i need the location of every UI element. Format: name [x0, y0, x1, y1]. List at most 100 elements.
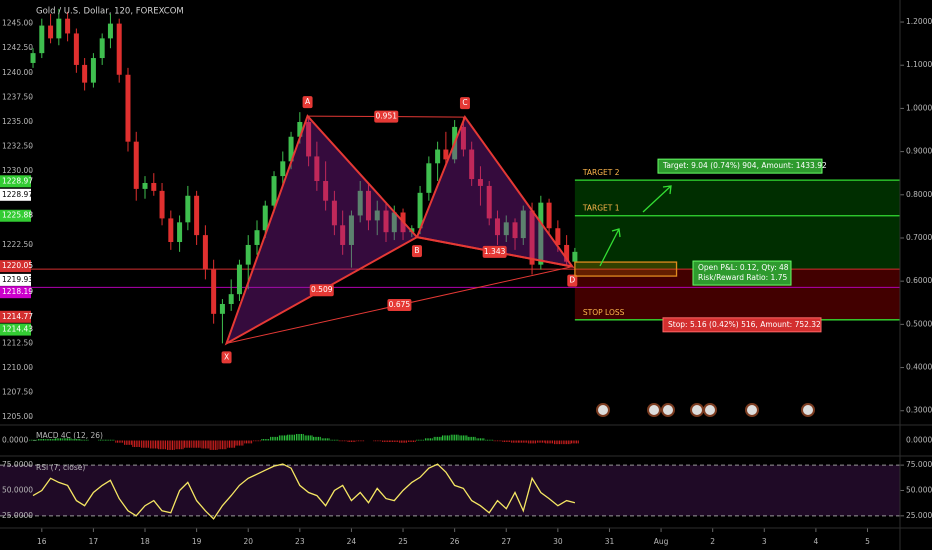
candle	[151, 173, 157, 196]
x-tick-label: 5	[865, 537, 870, 546]
candle	[486, 181, 492, 226]
rsi-band	[0, 465, 900, 516]
x-tick-label: 20	[243, 537, 253, 546]
price-badge	[0, 310, 31, 323]
y-tick-label: 1240.00	[2, 68, 33, 77]
rsi-line	[32, 463, 576, 520]
candle-body	[159, 190, 165, 219]
ratio-label-bg	[309, 284, 334, 297]
candle-body	[443, 149, 449, 160]
candle-body	[469, 149, 475, 180]
candle	[82, 58, 88, 91]
ratio-label: 1.343	[484, 247, 506, 256]
candle-body	[426, 163, 432, 193]
candle-body	[331, 200, 337, 226]
point-label-bg	[302, 96, 313, 109]
y-tick-label: 1235.00	[2, 117, 33, 126]
event-icon	[647, 403, 661, 417]
candle	[125, 67, 131, 152]
arrow	[642, 185, 672, 213]
candle	[142, 176, 148, 199]
price-badge-label: 1218.19	[2, 287, 33, 296]
candle-body	[56, 18, 62, 39]
candle	[48, 13, 54, 44]
x-tick-label: 19	[192, 537, 202, 546]
target1-label: TARGET 1	[582, 204, 620, 213]
candle-body	[512, 222, 518, 239]
x-tick-label: 23	[295, 537, 305, 546]
candle	[280, 151, 286, 186]
candle	[469, 141, 475, 186]
candle-body	[65, 18, 71, 34]
y-tick-label: 1205.00	[2, 412, 33, 421]
pnl-box	[692, 260, 792, 286]
candle-body	[245, 244, 251, 265]
y2-tick-label: 0.3000	[906, 406, 932, 415]
price-badge	[0, 209, 31, 222]
candle-body	[365, 190, 371, 221]
candle	[159, 182, 165, 226]
candle-body	[503, 222, 509, 236]
candle-body	[374, 210, 380, 221]
rsi-tick-label: 25.0000	[906, 511, 932, 520]
candle	[65, 11, 71, 42]
candle-body	[125, 74, 131, 142]
x-tick-label: Aug	[654, 537, 669, 546]
candle-body	[383, 210, 389, 233]
x-tick-label: 27	[501, 537, 511, 546]
stop-label: STOP LOSS	[583, 308, 625, 317]
candle-body	[538, 202, 544, 265]
background-layer	[0, 179, 900, 517]
x-tick-label: 31	[605, 537, 615, 546]
ratio-label-bg	[374, 110, 399, 123]
candle	[503, 215, 509, 243]
profit-zone	[574, 180, 900, 270]
candle-body	[555, 228, 561, 245]
price-badge	[0, 273, 31, 286]
x-tick-label: 25	[398, 537, 408, 546]
candle	[99, 33, 105, 65]
point-label-bg	[411, 245, 422, 258]
point-label: X	[224, 352, 229, 361]
candle-body	[116, 23, 122, 75]
candle	[271, 171, 277, 213]
rsi-tick-label: 75.0000	[2, 460, 33, 469]
rsi-tick-label: 75.0000	[906, 460, 932, 469]
x-tick-label: 3	[762, 537, 767, 546]
candle-body	[202, 235, 208, 270]
candle	[39, 18, 45, 59]
candle-body	[391, 212, 397, 233]
y2-tick-label: 0.5000	[906, 319, 932, 328]
candle-body	[357, 190, 363, 216]
candle-body	[133, 141, 139, 189]
candle	[254, 220, 260, 255]
price-badge-label: 1214.43	[2, 325, 33, 334]
y-tick-label: 1222.50	[2, 240, 33, 249]
candle-body	[107, 23, 113, 39]
candle-body	[185, 195, 191, 223]
candle-body	[82, 64, 88, 83]
candle	[116, 18, 122, 83]
candle	[202, 225, 208, 280]
candle-body	[572, 251, 578, 262]
price-badge-label: 1228.97	[2, 190, 33, 199]
chart-layer: 1245.00 1242.50 1240.00 1237.50 1235.00 1232.…	[0, 8, 932, 546]
candle	[323, 161, 329, 211]
candle	[133, 131, 139, 201]
candle-body	[48, 25, 54, 39]
candle-body	[435, 149, 441, 164]
candle	[374, 200, 380, 236]
candle	[357, 181, 363, 223]
candle-body	[280, 161, 286, 177]
ratio-label: 0.509	[311, 285, 333, 294]
y2-tick-label: 0.4000	[906, 363, 932, 372]
candle-body	[99, 38, 105, 59]
candle-body	[486, 185, 492, 219]
price-badge	[0, 175, 31, 188]
candle-body	[73, 33, 79, 65]
candle-body	[520, 210, 526, 239]
candle	[365, 182, 371, 231]
y2-tick-label: 0.7000	[906, 233, 932, 242]
candle-body	[211, 269, 217, 314]
